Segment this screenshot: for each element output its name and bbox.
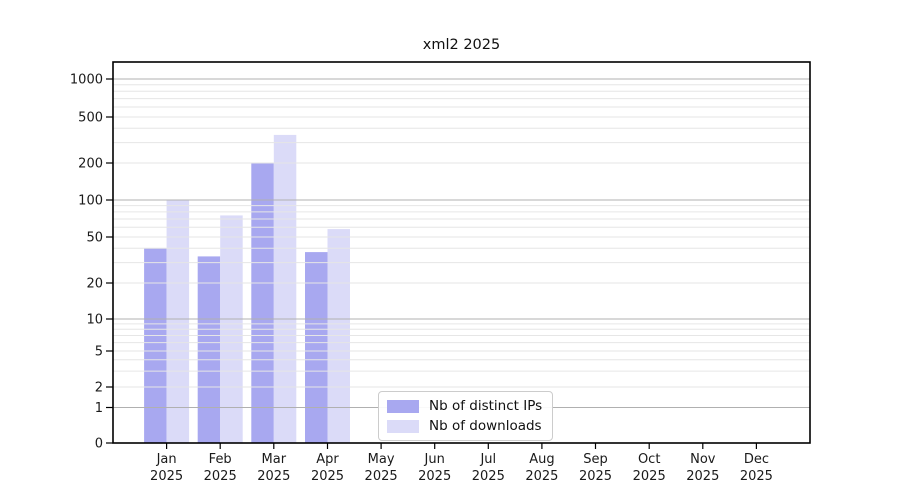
bar-nb-of-distinct-ips-mar xyxy=(251,163,274,443)
x-tick-label-month-feb: Feb xyxy=(209,452,232,467)
x-tick-label-month-oct: Oct xyxy=(638,452,660,467)
x-tick-label-year-jun: 2025 xyxy=(418,469,451,484)
y-tick-label-5: 5 xyxy=(95,345,103,360)
x-tick-label-year-jul: 2025 xyxy=(472,469,505,484)
x-tick-label-year-aug: 2025 xyxy=(525,469,558,484)
bar-nb-of-distinct-ips-apr xyxy=(305,252,328,443)
x-tick-label-month-sep: Sep xyxy=(583,452,608,467)
legend-label-downloads: Nb of downloads xyxy=(429,418,542,434)
y-tick-label-500: 500 xyxy=(78,111,103,126)
y-tick-label-2: 2 xyxy=(95,381,103,396)
y-tick-label-10: 10 xyxy=(86,313,103,328)
bar-nb-of-distinct-ips-feb xyxy=(197,256,221,443)
y-tick-label-100: 100 xyxy=(78,194,103,209)
legend-item-distinct-ips: Nb of distinct IPs xyxy=(387,398,542,414)
x-tick-label-month-mar: Mar xyxy=(262,452,287,467)
x-tick-label-year-mar: 2025 xyxy=(257,469,290,484)
legend: Nb of distinct IPs Nb of downloads xyxy=(378,391,554,441)
y-tick-label-1: 1 xyxy=(95,401,103,416)
x-tick-label-month-jan: Jan xyxy=(156,452,177,467)
legend-swatch-distinct-ips xyxy=(387,399,419,413)
x-tick-label-month-aug: Aug xyxy=(529,452,554,467)
x-tick-label-year-nov: 2025 xyxy=(686,469,719,484)
axis-frame xyxy=(112,61,811,444)
x-tick-label-year-sep: 2025 xyxy=(579,469,612,484)
chart-title: xml2 2025 xyxy=(422,37,501,53)
x-tick-label-month-apr: Apr xyxy=(316,452,339,467)
y-tick-label-50: 50 xyxy=(86,231,103,246)
bar-nb-of-downloads-mar xyxy=(273,134,297,443)
legend-item-downloads: Nb of downloads xyxy=(387,418,542,434)
x-tick-label-year-oct: 2025 xyxy=(633,469,666,484)
legend-swatch-downloads xyxy=(387,419,419,433)
x-tick-label-month-may: May xyxy=(368,452,395,467)
x-tick-label-month-nov: Nov xyxy=(690,452,716,467)
y-tick-label-0: 0 xyxy=(95,437,103,452)
legend-label-distinct-ips: Nb of distinct IPs xyxy=(429,398,543,414)
x-tick-label-year-may: 2025 xyxy=(365,469,398,484)
y-tick-label-200: 200 xyxy=(78,157,103,172)
bar-nb-of-downloads-apr xyxy=(327,229,350,443)
x-tick-label-year-apr: 2025 xyxy=(311,469,344,484)
x-tick-label-month-jun: Jun xyxy=(424,452,445,467)
y-tick-label-1000: 1000 xyxy=(70,73,103,88)
x-tick-label-year-feb: 2025 xyxy=(204,469,237,484)
x-tick-label-month-dec: Dec xyxy=(744,452,769,467)
x-tick-label-month-jul: Jul xyxy=(479,452,496,467)
x-tick-label-year-dec: 2025 xyxy=(740,469,773,484)
y-tick-label-20: 20 xyxy=(86,277,103,292)
x-tick-label-year-jan: 2025 xyxy=(150,469,183,484)
bar-nb-of-downloads-jan xyxy=(166,200,190,443)
bar-nb-of-distinct-ips-jan xyxy=(144,248,167,443)
